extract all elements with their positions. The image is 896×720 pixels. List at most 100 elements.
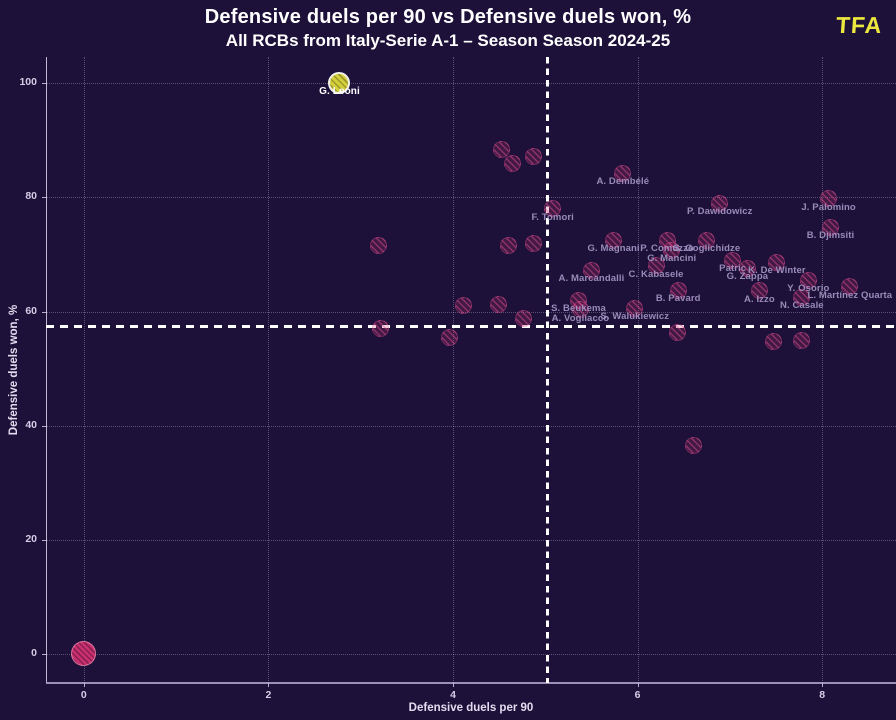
player-label-a-marcandalli: A. Marcandalli	[558, 273, 625, 285]
player-label-g-mancini: G. Mancini	[647, 253, 697, 265]
player-label-s-walukiewicz: S. Walukiewicz	[600, 311, 670, 323]
y-tick-label: 0	[31, 646, 37, 659]
avg-line-vertical	[546, 57, 549, 683]
y-tick-mark	[42, 539, 46, 541]
y-tick-label: 60	[25, 304, 37, 317]
player-label-g-magnani: G. Magnani	[587, 243, 640, 255]
data-point-a-izzo	[750, 282, 768, 300]
data-point-unlabeled	[493, 140, 511, 158]
data-point-g-mancini	[663, 241, 681, 259]
player-label-a-vogliacco: A. Vogliacco	[551, 312, 610, 324]
player-label-b-djimsiti: B. Djimsiti	[806, 230, 855, 242]
y-tick-label: 20	[25, 532, 37, 545]
tfa-logo: TFA	[834, 12, 883, 38]
player-label-s-beukema: S. Beukema	[551, 303, 606, 315]
x-tick-mark	[453, 683, 454, 687]
gridline-horizontal	[46, 539, 896, 541]
data-point-unlabeled	[371, 319, 389, 337]
x-tick-mark	[637, 683, 639, 687]
x-axis-label: Defensive duels per 90	[408, 702, 534, 714]
data-point-patric	[724, 251, 742, 269]
x-tick-mark	[822, 683, 824, 687]
x-tick-mark	[268, 683, 270, 687]
player-label-c-kabasele: C. Kabasele	[628, 268, 684, 280]
player-label-n-casale: N. Casale	[780, 300, 824, 312]
x-tick-label: 4	[450, 689, 456, 701]
gridline-horizontal	[46, 653, 896, 655]
data-point-s-walukiewicz	[626, 299, 644, 317]
player-label-k-de-winter: K. De Winter	[748, 265, 806, 277]
player-label-j-palomino: J. Palomino	[801, 201, 856, 213]
data-point-unlabeled	[524, 234, 542, 252]
data-point-b-djimsiti	[821, 218, 839, 236]
data-point-unlabeled	[489, 295, 507, 313]
data-point-unlabeled	[369, 237, 387, 255]
data-point-unlabeled	[514, 310, 532, 328]
player-label-g-leoni: G. Leoni	[319, 86, 360, 98]
data-point-a-marcandalli	[582, 261, 600, 279]
gridline-horizontal	[46, 425, 896, 427]
data-point-p-dawidowicz	[711, 194, 729, 212]
data-point-b-pavard	[669, 281, 687, 299]
data-point-g-leoni	[328, 72, 351, 95]
gridline-vertical	[453, 57, 454, 683]
x-tick-label: 2	[265, 689, 272, 701]
data-point-unlabeled	[793, 331, 811, 349]
y-tick-mark	[42, 653, 46, 655]
gridline-vertical	[83, 57, 85, 683]
data-point-g-magnani	[605, 231, 623, 249]
player-label-y-osorio: Y. Osorio	[787, 283, 830, 295]
x-axis-spine	[46, 682, 896, 684]
data-point-a-demb-l-	[614, 164, 632, 182]
x-tick-label: 6	[634, 689, 641, 701]
data-point-unlabeled	[499, 237, 517, 255]
player-label-p-comuzzo: P. Comuzzo	[640, 243, 694, 255]
player-label-patric: Patric	[719, 263, 747, 275]
player-label-g-zappa: G. Zappa	[726, 271, 769, 283]
gridline-vertical	[822, 57, 824, 683]
y-tick-mark	[42, 425, 46, 427]
y-tick-label: 40	[25, 418, 37, 431]
y-tick-label: 100	[19, 76, 37, 89]
data-point-unlabeled	[454, 297, 472, 315]
data-point-a-vogliacco	[571, 301, 589, 319]
data-point-f-tomori	[544, 200, 562, 218]
x-tick-label: 0	[80, 689, 87, 701]
data-point-k-de-winter	[768, 253, 786, 271]
data-point-unlabeled	[668, 323, 686, 341]
data-point-j-palomino	[820, 190, 838, 208]
data-point-c-kabasele	[647, 257, 665, 275]
y-tick-label: 80	[25, 190, 37, 203]
data-point-unlabeled	[71, 641, 97, 667]
gridline-horizontal	[46, 197, 896, 199]
player-label-l-mart-nez-quarta: L. Martínez Quarta	[807, 289, 893, 301]
data-point-g-zappa	[738, 259, 756, 277]
chart-subtitle: All RCBs from Italy-Serie A-1 – Season S…	[225, 31, 671, 50]
gridline-vertical	[268, 57, 270, 683]
data-point-unlabeled	[685, 436, 703, 454]
data-point-unlabeled	[524, 148, 542, 166]
player-label-s-goglichidze: S. Goglichidze	[673, 243, 741, 255]
data-point-unlabeled	[503, 154, 521, 172]
gridline-horizontal	[46, 311, 896, 313]
player-label-p-dawidowicz: P. Dawidowicz	[686, 206, 753, 218]
y-tick-mark	[42, 311, 46, 313]
data-point-unlabeled	[764, 332, 782, 350]
player-label-a-demb-l-: A. Dembélé	[596, 176, 650, 188]
player-label-f-tomori: F. Tomori	[531, 211, 574, 223]
data-point-n-casale	[793, 288, 811, 306]
chart-title: Defensive duels per 90 vs Defensive duel…	[204, 6, 692, 28]
plot-area: G. Leoni A. Dembélé F. Tomori P. Dawidowicz…	[46, 57, 896, 684]
data-point-y-osorio	[799, 271, 817, 289]
data-point-l-mart-nez-quarta	[841, 278, 859, 296]
data-point-unlabeled	[440, 328, 458, 346]
avg-line-horizontal	[46, 325, 896, 328]
player-label-a-izzo: A. Izzo	[744, 293, 775, 305]
gridline-horizontal	[46, 83, 896, 85]
data-point-s-goglichidze	[698, 231, 716, 249]
player-label-b-pavard: B. Pavard	[655, 293, 701, 305]
y-axis-spine	[46, 57, 47, 683]
y-tick-mark	[42, 83, 46, 85]
x-tick-label: 8	[819, 689, 826, 701]
